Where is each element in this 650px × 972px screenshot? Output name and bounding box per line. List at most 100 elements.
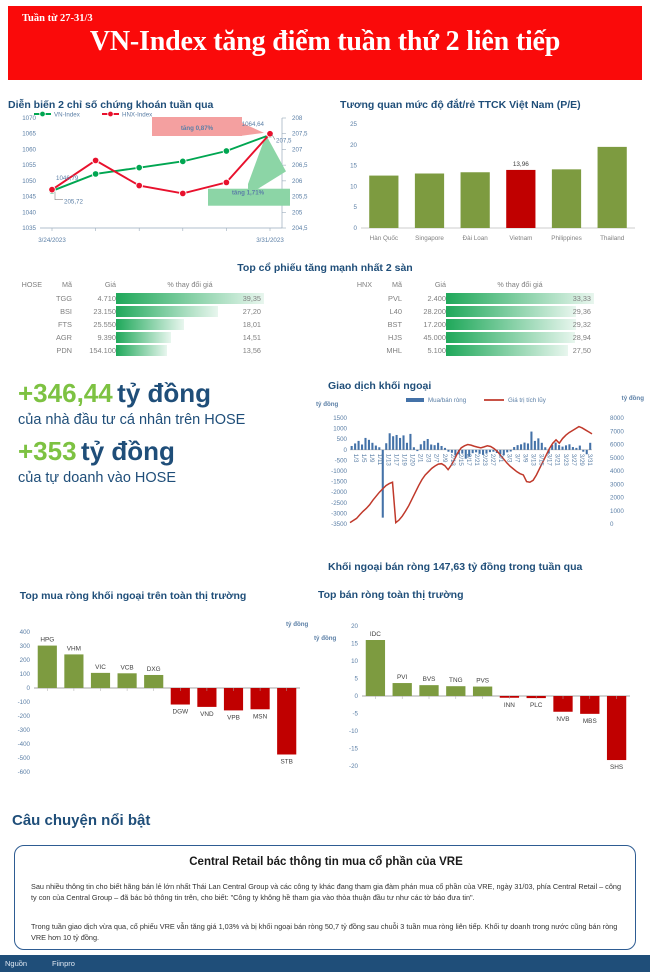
table-row: MHL 5.100 27,50	[338, 344, 594, 357]
svg-text:1/17: 1/17	[392, 454, 399, 467]
svg-text:-500: -500	[335, 457, 348, 464]
svg-text:2/17: 2/17	[465, 454, 472, 467]
svg-text:-600: -600	[18, 769, 31, 776]
stock-price: 45.000	[423, 333, 446, 342]
pct-bar	[116, 319, 184, 330]
svg-text:1/9: 1/9	[368, 454, 375, 463]
page-title: VN-Index tăng điểm tuần thứ 2 liên tiếp	[89, 26, 561, 57]
foreign-flow-chart: tỷ đồng tỷ đồng -3500 -3000 -2500 -2000 -1500 -…	[316, 395, 644, 528]
svg-text:300: 300	[20, 643, 31, 650]
svg-text:-400: -400	[18, 741, 31, 748]
svg-text:tăng 0,87%: tăng 0,87%	[181, 125, 214, 132]
svg-text:DGW: DGW	[172, 709, 189, 716]
svg-text:1070: 1070	[22, 115, 36, 122]
svg-text:1060: 1060	[22, 146, 36, 153]
stock-price: 25.550	[93, 320, 116, 329]
svg-text:TNG: TNG	[449, 677, 463, 684]
svg-text:1065: 1065	[22, 131, 36, 138]
svg-text:VN-Index: VN-Index	[54, 112, 81, 119]
svg-text:3/27: 3/27	[570, 454, 577, 467]
svg-text:100: 100	[20, 671, 31, 678]
svg-text:1046,79: 1046,79	[56, 175, 79, 182]
story-title: Central Retail bác thông tin mua cổ phần…	[189, 856, 463, 868]
stock-price: 17.200	[423, 320, 446, 329]
svg-text:204,5: 204,5	[292, 225, 308, 232]
stock-price: 5.100	[427, 346, 447, 355]
svg-text:3/9: 3/9	[521, 454, 528, 463]
pct-bar	[116, 293, 264, 304]
table-row: PDN 154.100 13,56	[8, 344, 264, 357]
svg-text:207,5: 207,5	[276, 138, 292, 145]
svg-text:1/13: 1/13	[384, 454, 391, 467]
svg-text:3/1: 3/1	[497, 454, 504, 463]
stock-price: 4.710	[97, 294, 117, 303]
index-line-chart: 1035 1040 1045 1050 1055 1060 1065 1070 204,5 205…	[22, 110, 308, 244]
svg-text:Singapore: Singapore	[415, 235, 444, 242]
stock-code: TGG	[55, 294, 72, 303]
svg-text:2/1: 2/1	[417, 454, 424, 463]
svg-text:3/31/2023: 3/31/2023	[256, 237, 284, 244]
svg-text:3/21: 3/21	[554, 454, 561, 467]
svg-text:205: 205	[292, 209, 303, 216]
stock-code: FTS	[58, 320, 72, 329]
story-paragraph-2: Trong tuần giao dịch vừa qua, cổ phiếu V…	[31, 922, 618, 942]
svg-text:STB: STB	[280, 759, 292, 766]
svg-text:-15: -15	[349, 746, 359, 753]
svg-text:-2500: -2500	[331, 500, 347, 507]
svg-text:-300: -300	[18, 727, 31, 734]
stock-price: 154.100	[89, 346, 116, 355]
pct-value: 14,51	[242, 333, 261, 342]
svg-text:3/15: 3/15	[538, 454, 545, 467]
stock-code: HJS	[388, 333, 402, 342]
svg-text:VND: VND	[200, 711, 214, 718]
svg-text:1/11: 1/11	[376, 454, 383, 466]
svg-text:205,72: 205,72	[64, 199, 83, 206]
svg-text:HPG: HPG	[40, 637, 54, 644]
story-box: Central Retail bác thông tin mua cổ phần…	[14, 845, 636, 950]
pct-bar	[446, 345, 569, 356]
pct-change-bar-cell: 18,01	[116, 318, 264, 331]
svg-text:10: 10	[350, 183, 357, 190]
svg-text:Hàn Quốc: Hàn Quốc	[370, 233, 398, 242]
pct-change-bar-cell: 27,50	[446, 344, 594, 357]
pct-value: 27,50	[572, 346, 591, 355]
pct-change-bar-cell: 13,56	[116, 344, 264, 357]
hose-col-code: Mã	[62, 280, 72, 289]
svg-text:NVB: NVB	[556, 716, 569, 723]
svg-text:20: 20	[350, 142, 357, 149]
svg-text:208: 208	[292, 115, 303, 122]
svg-text:4000: 4000	[610, 468, 624, 475]
svg-text:-1500: -1500	[331, 479, 347, 486]
stat-2-unit: tỷ đồng	[81, 436, 175, 466]
foreign-chart-title: Giao dịch khối ngoại	[328, 380, 432, 392]
svg-text:-1000: -1000	[331, 468, 347, 475]
pct-change-bar-cell: 28,94	[446, 331, 594, 344]
top-buy-title: Top mua ròng khối ngoại trên toàn thị tr…	[19, 590, 247, 602]
row-spacer	[338, 292, 372, 305]
pct-bar	[116, 345, 167, 356]
top-net-buy-chart: -600 -500 -400 -300 -200 -100 0 100 200 300 400 tỷ …	[18, 621, 309, 776]
svg-text:PVS: PVS	[476, 678, 489, 685]
svg-text:1/20: 1/20	[409, 454, 416, 467]
svg-text:tỷ đồng: tỷ đồng	[316, 401, 339, 408]
hose-gainers-table: HOSE Mã Giá % thay đổi giá TGG 4.710 39,35…	[8, 280, 264, 357]
stat-1-number: +346,44	[18, 378, 113, 408]
pct-value: 13,56	[242, 346, 261, 355]
svg-text:0: 0	[355, 693, 359, 700]
svg-text:IDC: IDC	[370, 631, 381, 638]
svg-text:2/7: 2/7	[433, 454, 440, 463]
pct-value: 27,20	[242, 307, 261, 316]
svg-text:206,5: 206,5	[292, 162, 308, 169]
svg-text:2/13: 2/13	[449, 454, 456, 467]
svg-text:1055: 1055	[22, 162, 36, 169]
pct-value: 39,35	[242, 294, 261, 303]
pct-value: 28,94	[572, 333, 591, 342]
hnx-exchange-label: HNX	[356, 280, 372, 289]
svg-text:207: 207	[292, 146, 303, 153]
row-spacer	[8, 331, 42, 344]
svg-text:-2000: -2000	[331, 489, 347, 496]
foreign-caption: Khối ngoại bán ròng 147,63 tỷ đồng trong…	[328, 561, 583, 573]
svg-text:tỷ đồng: tỷ đồng	[314, 635, 337, 642]
row-spacer	[338, 344, 372, 357]
stock-code: L40	[389, 307, 402, 316]
